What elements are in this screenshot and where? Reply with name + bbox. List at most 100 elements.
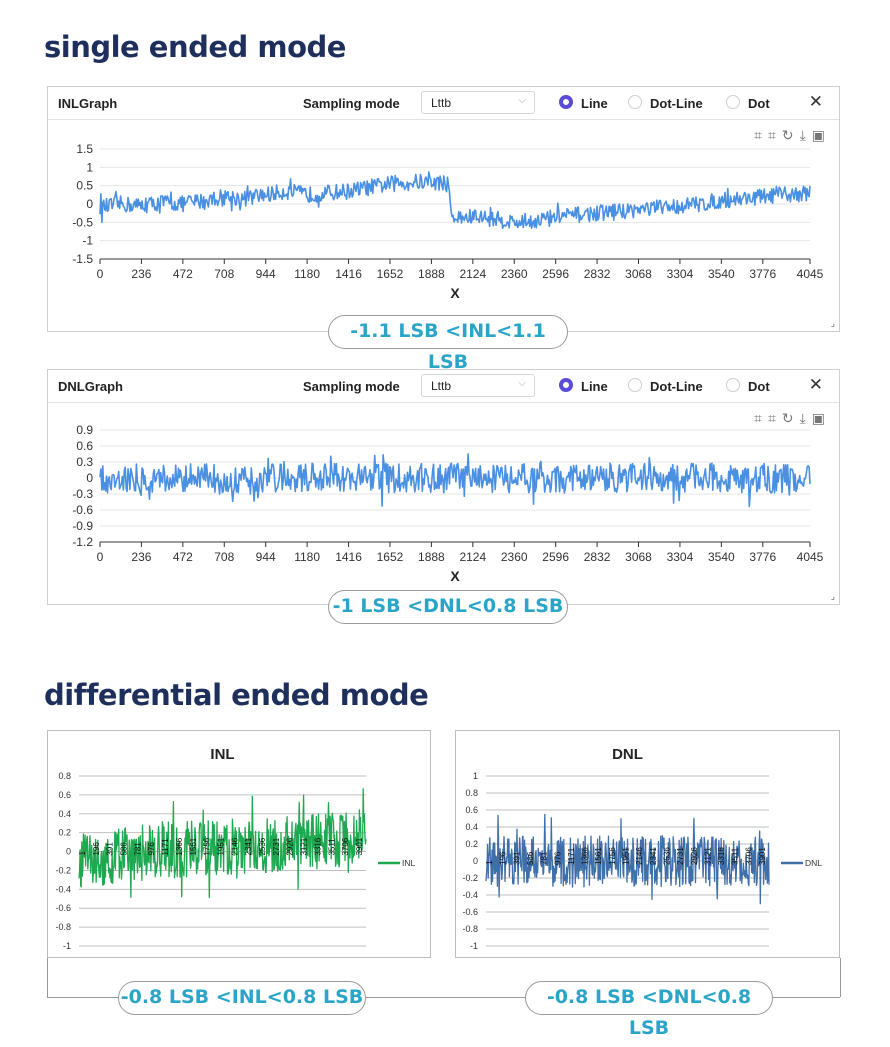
crop-alt-icon[interactable]: ⌗ xyxy=(767,127,782,143)
radio-unselected-icon xyxy=(726,95,740,109)
x-tick-label: 472 xyxy=(173,267,193,281)
y-tick-label: 0.4 xyxy=(58,809,71,819)
radio-unselected-icon xyxy=(628,95,642,109)
refresh-icon[interactable]: ↻ xyxy=(781,410,800,426)
dnl-close-icon[interactable]: ✕ xyxy=(808,375,823,394)
y-tick-label: -1 xyxy=(82,234,93,248)
inl-radio-dotline[interactable]: Dot-Line xyxy=(628,95,703,111)
dnl-radio-line[interactable]: Line xyxy=(559,378,608,394)
x-tick-label: 944 xyxy=(256,550,276,564)
crop-icon[interactable]: ⌗ xyxy=(754,410,768,426)
x-tick-label: 708 xyxy=(214,550,234,564)
x-tick-label: 708 xyxy=(214,267,234,281)
download-icon[interactable]: ⤓ xyxy=(799,127,812,143)
x-tick-label: 3776 xyxy=(749,267,776,281)
y-tick-label: 0.2 xyxy=(58,828,71,838)
x-tick-label: 2341 xyxy=(244,837,253,855)
dnl-sampling-select[interactable]: Lttb ⌵ xyxy=(421,374,535,397)
x-tick-label: 3540 xyxy=(708,550,735,564)
x-tick-label: 2536 xyxy=(258,837,267,855)
save-icon[interactable]: ▣ xyxy=(811,410,831,426)
chevron-down-icon: ⌵ xyxy=(518,95,526,106)
dnl-single-chart: 0.9 0.6 0.3 0 -0.3 -0.6 -0.9 -1.2 0 236 472 708 944 1… xyxy=(72,423,824,584)
x-tick-label: 3776 xyxy=(749,550,776,564)
crop-alt-icon[interactable]: ⌗ xyxy=(767,410,782,426)
dnl-radio-dot[interactable]: Dot xyxy=(726,378,770,394)
series-line xyxy=(99,171,811,230)
bracket-right xyxy=(840,958,841,997)
diff-dnl-box: DNL 1 0.8 0.6 0.4 0.2 0 -0.2 -0.4 -0.6 -0.8 -1 1 196 3… xyxy=(455,730,840,958)
x-tick-label: 2341 xyxy=(649,847,658,865)
x-tick-label: 4045 xyxy=(797,550,824,564)
x-tick-label: 2124 xyxy=(459,267,486,281)
dnl-radio-dotline-label: Dot-Line xyxy=(650,379,703,394)
y-tick-label: -0.2 xyxy=(462,873,478,883)
x-tick-label: 2832 xyxy=(584,267,611,281)
inl-radio-dotline-label: Dot-Line xyxy=(650,96,703,111)
x-tick-label: 1 xyxy=(485,860,494,865)
x-tick-label: 1561 xyxy=(189,837,198,855)
x-tick-label: 1366 xyxy=(175,837,184,855)
bracket-bottom xyxy=(47,997,840,998)
x-tick-label: 3706 xyxy=(744,847,753,865)
series-line xyxy=(99,453,811,508)
inl-sampling-select[interactable]: Lttb ⌵ xyxy=(421,91,535,114)
y-tick-label: -0.8 xyxy=(55,922,71,932)
x-tick-label: 3540 xyxy=(708,267,735,281)
x-tick-label: 3068 xyxy=(625,267,652,281)
inl-radio-line[interactable]: Line xyxy=(559,95,608,111)
dnl-graph-panel: DNLGraph Sampling mode Lttb ⌵ Line Dot-L… xyxy=(47,369,840,605)
x-tick-label: 2146 xyxy=(230,837,239,855)
inl-sampling-label: Sampling mode xyxy=(303,96,400,111)
resize-corner-icon[interactable]: ⌟ xyxy=(830,591,835,601)
y-tick-label: -0.6 xyxy=(55,903,71,913)
dnl-radio-dotline[interactable]: Dot-Line xyxy=(628,378,703,394)
y-tick-label: 0 xyxy=(66,847,71,857)
x-tick-label: 2536 xyxy=(662,847,671,865)
x-tick-label: 1756 xyxy=(608,847,617,865)
download-icon[interactable]: ⤓ xyxy=(799,410,812,426)
x-tick-label: 1416 xyxy=(335,267,362,281)
dnl-panel-header: DNLGraph Sampling mode Lttb ⌵ Line Dot-L… xyxy=(48,370,839,403)
save-icon[interactable]: ▣ xyxy=(811,127,831,143)
series-line xyxy=(485,813,770,905)
inl-graph-panel: INLGraph Sampling mode Lttb ⌵ Line Dot-L… xyxy=(47,86,840,332)
x-tick-label: 3316 xyxy=(717,847,726,865)
inl-radio-line-label: Line xyxy=(581,96,608,111)
x-tick-label: 1951 xyxy=(217,837,226,855)
x-tick-label: 1951 xyxy=(622,847,631,865)
x-tick-label: 2360 xyxy=(501,267,528,281)
x-tick-label: 3121 xyxy=(703,847,712,865)
y-tick-label: -1 xyxy=(63,941,71,951)
x-tick-label: 472 xyxy=(173,550,193,564)
x-tick-label: 586 xyxy=(526,851,535,865)
inl-close-icon[interactable]: ✕ xyxy=(808,92,823,111)
y-tick-label: -0.9 xyxy=(72,519,93,533)
y-tick-label: 1 xyxy=(473,771,478,781)
legend-label: DNL xyxy=(805,858,822,868)
diff-inl-box: INL 0.8 0.6 0.4 0.2 0 -0.2 -0.4 -0.6 -0.8 -1 1 196 39… xyxy=(47,730,431,958)
radio-selected-icon xyxy=(559,378,573,392)
crop-icon[interactable]: ⌗ xyxy=(754,127,768,143)
series-line xyxy=(78,788,367,899)
inl-radio-dot[interactable]: Dot xyxy=(726,95,770,111)
dnl-sampling-value: Lttb xyxy=(431,379,452,393)
refresh-icon[interactable]: ↻ xyxy=(781,127,800,143)
dnl-radio-dot-label: Dot xyxy=(748,379,770,394)
y-tick-label: 0.5 xyxy=(76,179,93,193)
dnl-single-result: -1 LSB <DNL<0.8 LSB xyxy=(328,590,568,624)
chart-title: DNL xyxy=(612,746,643,763)
x-tick-label: 2146 xyxy=(635,847,644,865)
x-tick-label: 1561 xyxy=(594,847,603,865)
resize-corner-icon[interactable]: ⌟ xyxy=(830,318,835,328)
y-tick-label: -0.4 xyxy=(55,884,71,894)
dnl-chart-toolbar: ⌗⌗↻⤓▣ xyxy=(754,410,831,427)
x-tick-label: 236 xyxy=(131,550,151,564)
x-tick-label: 586 xyxy=(120,842,129,856)
x-tick-label: 2596 xyxy=(542,267,569,281)
x-tick-label: 2124 xyxy=(459,550,486,564)
y-tick-label: 0 xyxy=(86,197,93,211)
y-tick-label: 0 xyxy=(473,856,478,866)
x-tick-label: 391 xyxy=(512,851,521,865)
x-axis-title: X xyxy=(450,285,460,301)
